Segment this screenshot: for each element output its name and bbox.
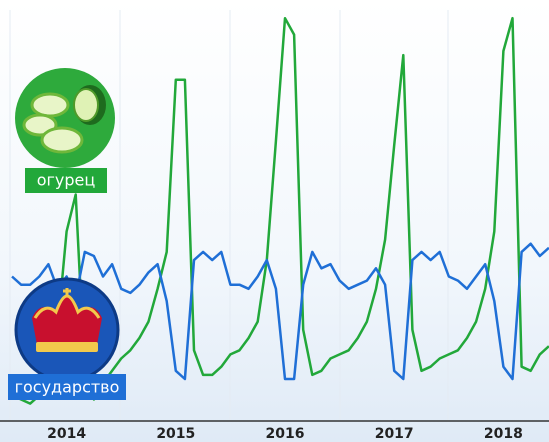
line-series bbox=[11, 242, 549, 381]
legend-label: огурец bbox=[37, 171, 96, 190]
x-tick-label: 2018 bbox=[484, 426, 523, 442]
x-tick-label: 2014 bbox=[47, 426, 86, 442]
x-tick-label: 2017 bbox=[375, 426, 414, 442]
state-tag bbox=[8, 374, 126, 400]
vertical-grid bbox=[9, 10, 449, 420]
legend-label: государство bbox=[15, 378, 120, 397]
cucumber-icon bbox=[15, 68, 115, 168]
x-tick-label: 2015 bbox=[156, 426, 195, 442]
crown-icon bbox=[14, 277, 120, 383]
x-tick-label: 2016 bbox=[266, 426, 305, 442]
cucumber-tag bbox=[25, 168, 107, 193]
